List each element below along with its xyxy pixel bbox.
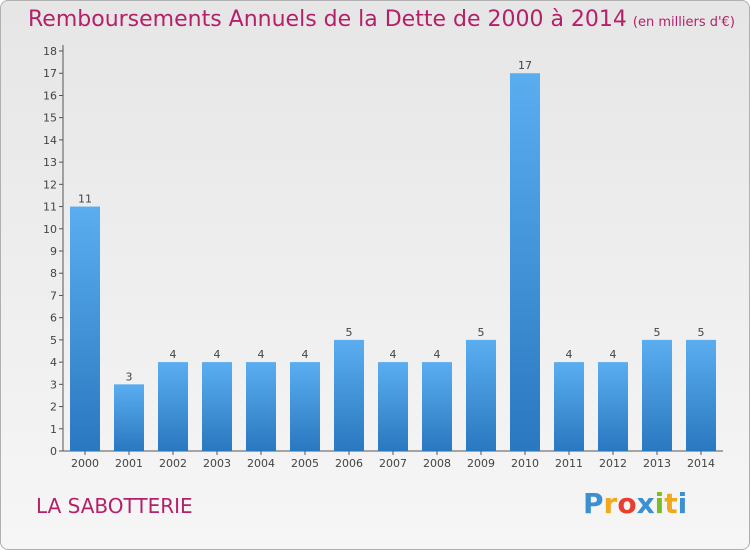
x-tick-label: 2005 (291, 457, 319, 470)
bar (158, 362, 188, 451)
logo-letter: i (677, 487, 688, 520)
bar (422, 362, 452, 451)
bar (642, 339, 672, 451)
y-tick-label: 10 (43, 223, 57, 236)
logo-letter: P (583, 487, 604, 520)
x-tick-label: 2008 (423, 457, 451, 470)
bar (246, 362, 276, 451)
chart-title-text: Remboursements Annuels de la Dette de 20… (28, 7, 627, 32)
x-tick-label: 2011 (555, 457, 583, 470)
bar (554, 362, 584, 451)
y-tick-label: 13 (43, 156, 57, 169)
data-label: 5 (478, 326, 485, 339)
chart-subtitle: (en milliers d'€) (632, 15, 735, 30)
bar (114, 384, 144, 451)
x-tick-label: 2002 (159, 457, 187, 470)
logo-letter: r (603, 487, 618, 520)
data-label: 5 (698, 326, 705, 339)
logo-letter: t (664, 487, 678, 520)
logo-letter: i (654, 487, 665, 520)
bar (378, 362, 408, 451)
data-label: 11 (78, 193, 92, 206)
bar (510, 73, 540, 451)
x-tick-label: 2013 (643, 457, 671, 470)
x-tick-label: 2012 (599, 457, 627, 470)
commune-name: LA SABOTTERIE (36, 494, 193, 518)
y-tick-label: 15 (43, 112, 57, 125)
data-label: 5 (654, 326, 661, 339)
x-tick-label: 2004 (247, 457, 275, 470)
logo-letter: x (636, 487, 655, 520)
data-label: 4 (390, 348, 397, 361)
data-label: 4 (214, 348, 221, 361)
proxiti-logo: Proxiti (583, 487, 687, 520)
x-tick-label: 2000 (71, 457, 99, 470)
data-label: 4 (170, 348, 177, 361)
y-tick-label: 16 (43, 89, 57, 102)
y-tick-label: 2 (50, 401, 57, 414)
x-tick-label: 2006 (335, 457, 363, 470)
x-tick-label: 2009 (467, 457, 495, 470)
data-label: 4 (302, 348, 309, 361)
data-label: 4 (434, 348, 441, 361)
x-tick-label: 2010 (511, 457, 539, 470)
x-tick-label: 2014 (687, 457, 715, 470)
y-tick-label: 18 (43, 45, 57, 58)
data-label: 5 (346, 326, 353, 339)
y-tick-label: 1 (50, 423, 57, 436)
y-tick-label: 8 (50, 267, 57, 280)
chart-title: Remboursements Annuels de la Dette de 20… (28, 7, 735, 32)
y-tick-label: 4 (50, 356, 57, 369)
data-label: 3 (126, 370, 133, 383)
x-tick-label: 2007 (379, 457, 407, 470)
x-tick-label: 2003 (203, 457, 231, 470)
bar (334, 339, 364, 451)
y-tick-label: 11 (43, 201, 57, 214)
y-tick-label: 5 (50, 334, 57, 347)
y-tick-label: 7 (50, 289, 57, 302)
x-tick-label: 2001 (115, 457, 143, 470)
bar (686, 339, 716, 451)
bar (202, 362, 232, 451)
y-tick-label: 6 (50, 312, 57, 325)
logo-letter: o (617, 487, 637, 520)
y-tick-label: 9 (50, 245, 57, 258)
y-tick-label: 0 (50, 445, 57, 458)
y-tick-label: 14 (43, 134, 57, 147)
data-label: 4 (610, 348, 617, 361)
data-label: 4 (258, 348, 265, 361)
y-tick-label: 12 (43, 178, 57, 191)
data-label: 17 (518, 59, 532, 72)
y-tick-label: 3 (50, 378, 57, 391)
y-tick-label: 17 (43, 67, 57, 80)
bar (70, 206, 100, 451)
data-label: 4 (566, 348, 573, 361)
bar (290, 362, 320, 451)
bar (598, 362, 628, 451)
bar (466, 339, 496, 451)
